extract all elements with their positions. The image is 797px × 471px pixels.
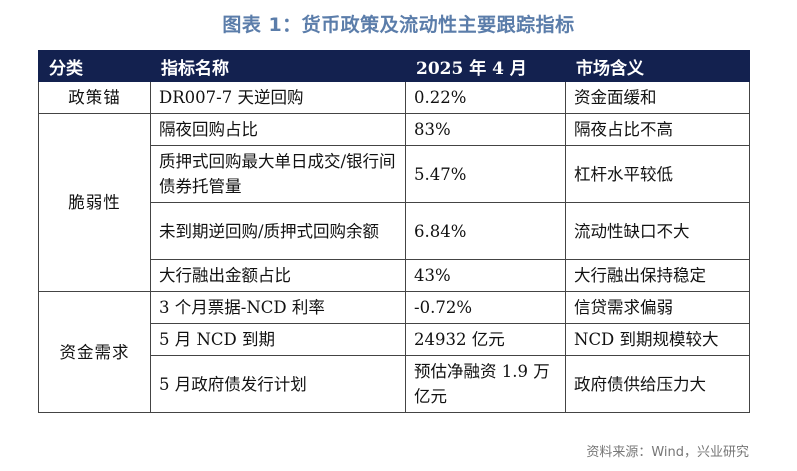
indicator-cell: 5 月 NCD 到期 bbox=[150, 323, 406, 356]
indicator-cell: 隔夜回购占比 bbox=[150, 113, 406, 146]
indicator-table: 分类 指标名称 2025 年 4 月 市场含义 政策锚 DR007-7 天逆回购… bbox=[38, 50, 750, 413]
value-cell: 24932 亿元 bbox=[405, 323, 566, 356]
meaning-cell: 杠杆水平较低 bbox=[565, 145, 750, 203]
header-category: 分类 bbox=[38, 50, 151, 82]
header-meaning: 市场含义 bbox=[565, 50, 750, 82]
table-header-row: 分类 指标名称 2025 年 4 月 市场含义 bbox=[38, 50, 750, 82]
indicator-cell: 5 月政府债发行计划 bbox=[150, 355, 406, 413]
value-cell: 5.47% bbox=[405, 145, 566, 203]
indicator-cell: 未到期逆回购/质押式回购余额 bbox=[150, 202, 406, 260]
value-cell: 83% bbox=[405, 113, 566, 146]
table-row: 未到期逆回购/质押式回购余额 6.84% 流动性缺口不大 bbox=[39, 202, 750, 260]
table-row: 资金需求 3 个月票据-NCD 利率 -0.72% 信贷需求偏弱 bbox=[38, 291, 750, 413]
value-cell: 43% bbox=[405, 259, 566, 292]
table-row: 5 月政府债发行计划 预估净融资 1.9 万亿元 政府债供给压力大 bbox=[39, 355, 750, 413]
meaning-cell: 大行融出保持稳定 bbox=[565, 259, 750, 292]
chart-title: 图表 1：货币政策及流动性主要跟踪指标 bbox=[222, 14, 575, 36]
category-cell: 脆弱性 bbox=[38, 113, 151, 292]
value-cell: 6.84% bbox=[405, 202, 566, 260]
value-cell: 预估净融资 1.9 万亿元 bbox=[405, 355, 566, 413]
value-cell: 0.22% bbox=[405, 81, 566, 114]
meaning-cell: 政府债供给压力大 bbox=[565, 355, 750, 413]
table-row: 脆弱性 隔夜回购占比 83% 隔夜占比不高 bbox=[38, 113, 750, 292]
category-cell: 资金需求 bbox=[38, 291, 151, 413]
table-row: 质押式回购最大单日成交/银行间债券托管量 5.47% 杠杆水平较低 bbox=[39, 145, 750, 203]
meaning-cell: 资金面缓和 bbox=[565, 81, 750, 114]
category-cell: 政策锚 bbox=[38, 81, 151, 114]
indicator-cell: DR007-7 天逆回购 bbox=[150, 81, 406, 114]
table-row: 政策锚 DR007-7 天逆回购 0.22% 资金面缓和 bbox=[38, 81, 750, 114]
meaning-cell: 隔夜占比不高 bbox=[565, 113, 750, 146]
source-note: 资料来源：Wind，兴业研究 bbox=[586, 445, 749, 460]
header-value: 2025 年 4 月 bbox=[405, 50, 566, 82]
indicator-cell: 大行融出金额占比 bbox=[150, 259, 406, 292]
meaning-cell: 信贷需求偏弱 bbox=[565, 291, 750, 324]
indicator-cell: 质押式回购最大单日成交/银行间债券托管量 bbox=[150, 145, 406, 203]
meaning-cell: 流动性缺口不大 bbox=[565, 202, 750, 260]
meaning-cell: NCD 到期规模较大 bbox=[565, 323, 750, 356]
indicator-cell: 3 个月票据-NCD 利率 bbox=[150, 291, 406, 324]
header-indicator: 指标名称 bbox=[150, 50, 406, 82]
value-cell: -0.72% bbox=[405, 291, 566, 324]
table-row: 5 月 NCD 到期 24932 亿元 NCD 到期规模较大 bbox=[39, 323, 750, 356]
